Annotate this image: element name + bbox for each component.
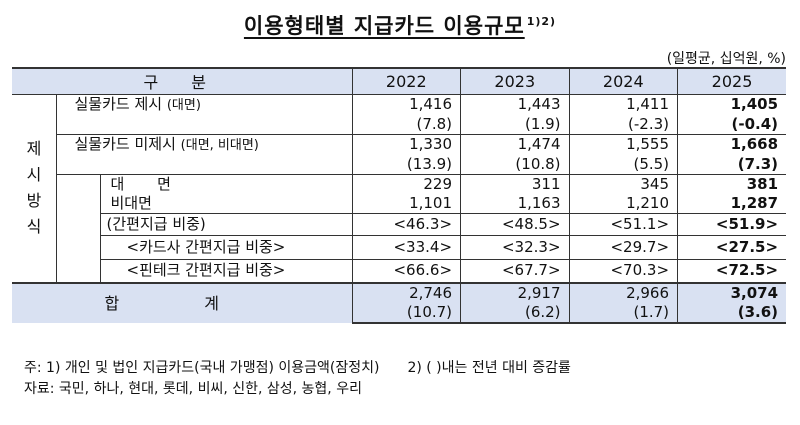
table-cell: (1.7) bbox=[568, 303, 678, 324]
table-cell: <48.5> bbox=[460, 212, 570, 235]
table-cell: <67.7> bbox=[460, 258, 570, 283]
table-row-total-change: (10.7) (6.2) (1.7) (3.6) bbox=[12, 303, 787, 324]
table-cell: 1,210 bbox=[568, 193, 678, 213]
table-cell: <32.3> bbox=[460, 234, 570, 259]
table-cell: (1.9) bbox=[460, 114, 570, 134]
row-label-fintech-share: <핀테크 간편지급 비중> bbox=[99, 258, 353, 283]
table-cell: (7.8) bbox=[351, 114, 461, 134]
title-footnote-mark: 1)2) bbox=[526, 15, 557, 28]
row-label-physical: 실물카드 제시 (대면) bbox=[55, 94, 353, 115]
table-cell: 2,917 bbox=[460, 282, 570, 303]
header-row: 구 분 2022 2023 2024 2025 bbox=[12, 67, 787, 95]
table-cell: 1,411 bbox=[568, 94, 678, 115]
table-row-nonface: 비대면 1,101 1,163 1,210 1,287 bbox=[12, 193, 787, 213]
table-cell: (10.7) bbox=[351, 303, 461, 324]
table-cell: 1,287 bbox=[677, 193, 787, 213]
table-cell: <70.3> bbox=[568, 258, 678, 283]
table-cell: (-0.4) bbox=[677, 114, 787, 134]
table-row-simple-share: (간편지급 비중) <46.3> <48.5> <51.1> <51.9> bbox=[12, 212, 787, 235]
table-row-card-share: <카드사 간편지급 비중> <33.4> <32.3> <29.7> <27.5… bbox=[12, 234, 787, 259]
source-note: 자료: 국민, 하나, 현대, 롯데, 비씨, 신한, 삼성, 농협, 우리 bbox=[24, 381, 362, 397]
header-category: 구 분 bbox=[12, 67, 353, 95]
table-cell: <29.7> bbox=[568, 234, 678, 259]
table-cell: <72.5> bbox=[677, 258, 787, 283]
table-cell: 3,074 bbox=[677, 282, 787, 303]
table-cell: 1,101 bbox=[351, 193, 461, 213]
table-cell: <51.1> bbox=[568, 212, 678, 235]
table-row-physical: 제시 방식 실물카드 제시 (대면) 1,416 1,443 1,411 1,4… bbox=[12, 93, 787, 283]
table-cell: <66.6> bbox=[351, 258, 461, 283]
table-cell: 1,163 bbox=[460, 193, 570, 213]
title-text: 이용형태별 지급카드 이용규모 bbox=[243, 14, 525, 38]
footnote-1: 주: 1) 개인 및 법인 지급카드(국내 가맹점) 이용금액(잠정치) bbox=[24, 360, 380, 376]
row-label-face: 대 면 bbox=[99, 173, 353, 194]
table-cell: (13.9) bbox=[351, 154, 461, 174]
row-label-simple-share: (간편지급 비중) bbox=[99, 212, 353, 235]
table-cell: 345 bbox=[568, 173, 678, 194]
table-row-face: 대 면 229 311 345 381 bbox=[12, 173, 787, 283]
table-cell: 1,443 bbox=[460, 94, 570, 115]
footnote-line-1: 주: 1) 개인 및 법인 지급카드(국내 가맹점) 이용금액(잠정치) 2) (… bbox=[24, 358, 571, 379]
table-cell: 1,668 bbox=[677, 133, 787, 155]
table-cell: 381 bbox=[677, 173, 787, 194]
table-cell: 1,474 bbox=[460, 133, 570, 155]
table-cell: (5.5) bbox=[568, 154, 678, 174]
page-title: 이용형태별 지급카드 이용규모 1)2) bbox=[0, 10, 800, 40]
table-cell: 1,330 bbox=[351, 133, 461, 155]
data-table-container: 구 분 2022 2023 2024 2025 제시 방식 실물카드 제시 (대… bbox=[12, 67, 787, 324]
row-label-card-share: <카드사 간편지급 비중> bbox=[99, 234, 353, 259]
table-cell: (7.3) bbox=[677, 154, 787, 174]
table-cell: 1,555 bbox=[568, 133, 678, 155]
table-cell: (-2.3) bbox=[568, 114, 678, 134]
table-cell: 229 bbox=[351, 173, 461, 194]
table-cell: 311 bbox=[460, 173, 570, 194]
row-label-total: 합 계 bbox=[12, 282, 353, 323]
row-label-nonphysical: 실물카드 미제시 (대면, 비대면) bbox=[55, 133, 353, 155]
footnote-2: 2) ( )내는 전년 대비 증감률 bbox=[407, 360, 571, 376]
header-year: 2023 bbox=[460, 67, 570, 95]
footnotes: 주: 1) 개인 및 법인 지급카드(국내 가맹점) 이용금액(잠정치) 2) (… bbox=[24, 358, 571, 400]
table-row-nonphysical-change: (13.9) (10.8) (5.5) (7.3) bbox=[12, 154, 787, 174]
table-cell: 2,746 bbox=[351, 282, 461, 303]
table-cell: (10.8) bbox=[460, 154, 570, 174]
table-cell: <46.3> bbox=[351, 212, 461, 235]
table-row-nonphysical: 실물카드 미제시 (대면, 비대면) 1,330 1,474 1,555 1,6… bbox=[12, 133, 787, 155]
table-row-total: 합 계 2,746 2,917 2,966 3,074 bbox=[12, 282, 787, 323]
table-cell: (3.6) bbox=[677, 303, 787, 324]
table-cell: <51.9> bbox=[677, 212, 787, 235]
table-row-physical-change: (7.8) (1.9) (-2.3) (-0.4) bbox=[12, 114, 787, 134]
header-year: 2022 bbox=[351, 67, 461, 95]
table-cell: 1,405 bbox=[677, 94, 787, 115]
unit-label: (일평균, 십억원, %) bbox=[666, 51, 786, 67]
section-label-cell: 제시 방식 bbox=[12, 93, 56, 283]
section-label: 제시 방식 bbox=[26, 139, 42, 237]
header-year: 2024 bbox=[568, 67, 678, 95]
table-cell: 1,416 bbox=[351, 94, 461, 115]
table-cell: <33.4> bbox=[351, 234, 461, 259]
table-cell: 2,966 bbox=[568, 282, 678, 303]
table-cell: <27.5> bbox=[677, 234, 787, 259]
header-year: 2025 bbox=[677, 67, 787, 95]
row-label-nonface: 비대면 bbox=[99, 193, 353, 213]
table-cell: (6.2) bbox=[460, 303, 570, 324]
data-table: 구 분 2022 2023 2024 2025 제시 방식 실물카드 제시 (대… bbox=[12, 67, 787, 324]
table-row-fintech-share: <핀테크 간편지급 비중> <66.6> <67.7> <70.3> <72.5… bbox=[12, 258, 787, 283]
